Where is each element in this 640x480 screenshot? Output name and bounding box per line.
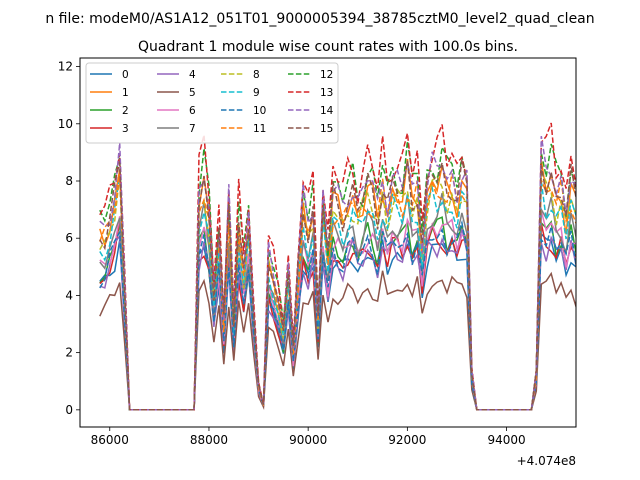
legend-box: [85, 62, 339, 144]
legend-label: 2: [122, 105, 129, 117]
legend-item-1: 1: [90, 87, 129, 99]
legend-label: 6: [189, 105, 196, 117]
chart-suptitle: n file: modeM0/AS1A12_051T01_9000005394_…: [45, 11, 594, 27]
x-tick-label: 90000: [289, 433, 327, 447]
chart-title: Quadrant 1 module wise count rates with …: [138, 39, 518, 55]
x-tick-label: 88000: [190, 433, 228, 447]
legend-item-3: 3: [90, 123, 129, 135]
y-axis: 0 2 4 6 8 10 12: [58, 60, 80, 417]
legend-item-7: 7: [157, 123, 196, 135]
plot-lines: [99, 122, 576, 411]
y-tick-label: 8: [65, 174, 73, 188]
legend-label: 9: [253, 87, 260, 99]
legend-label: 4: [189, 69, 196, 81]
legend-item-9: 9: [221, 87, 260, 99]
legend-item-5: 5: [157, 87, 196, 99]
legend-item-4: 4: [157, 69, 196, 81]
legend-item-11: 11: [221, 123, 266, 135]
series-line-13: [99, 122, 576, 411]
axes-frame: [79, 57, 577, 428]
series-line-0: [99, 232, 576, 411]
y-tick-label: 12: [58, 60, 73, 74]
legend-item-6: 6: [157, 105, 196, 117]
legend-item-2: 2: [90, 105, 129, 117]
legend-label: 15: [320, 123, 333, 135]
legend-item-10: 10: [221, 105, 266, 117]
x-tick-label: 92000: [388, 433, 426, 447]
legend-label: 11: [253, 123, 266, 135]
legend-label: 14: [320, 105, 334, 117]
legend-item-14: 14: [288, 105, 334, 117]
y-tick-label: 6: [65, 231, 73, 245]
y-tick-label: 0: [65, 403, 73, 417]
y-tick-label: 2: [65, 346, 73, 360]
legend-label: 13: [320, 87, 333, 99]
series-line-12: [99, 140, 576, 411]
series-line-5: [99, 270, 576, 411]
series-line-15: [99, 159, 576, 411]
x-tick-label: 94000: [487, 433, 525, 447]
legend-item-8: 8: [221, 69, 260, 81]
legend-label: 8: [253, 69, 260, 81]
legend-label: 1: [122, 87, 129, 99]
series-line-10: [99, 219, 576, 411]
legend-label: 7: [189, 123, 196, 135]
series-line-4: [99, 228, 576, 411]
y-tick-label: 4: [65, 288, 73, 302]
x-offset-label: +4.074e8: [517, 454, 576, 468]
series-line-6: [99, 210, 576, 411]
x-tick-label: 86000: [91, 433, 129, 447]
legend-label: 3: [122, 123, 129, 135]
y-tick-label: 10: [58, 117, 73, 131]
legend-item-15: 15: [288, 123, 333, 135]
legend-item-12: 12: [288, 69, 333, 81]
legend-label: 0: [122, 69, 129, 81]
legend-item-0: 0: [90, 69, 129, 81]
legend-label: 10: [253, 105, 266, 117]
x-axis: 86000 88000 90000 92000 94000: [91, 427, 526, 447]
legend-item-13: 13: [288, 87, 333, 99]
series-line-7: [99, 192, 576, 411]
series-line-14: [99, 135, 576, 411]
legend-label: 12: [320, 69, 333, 81]
legend-label: 5: [189, 87, 196, 99]
